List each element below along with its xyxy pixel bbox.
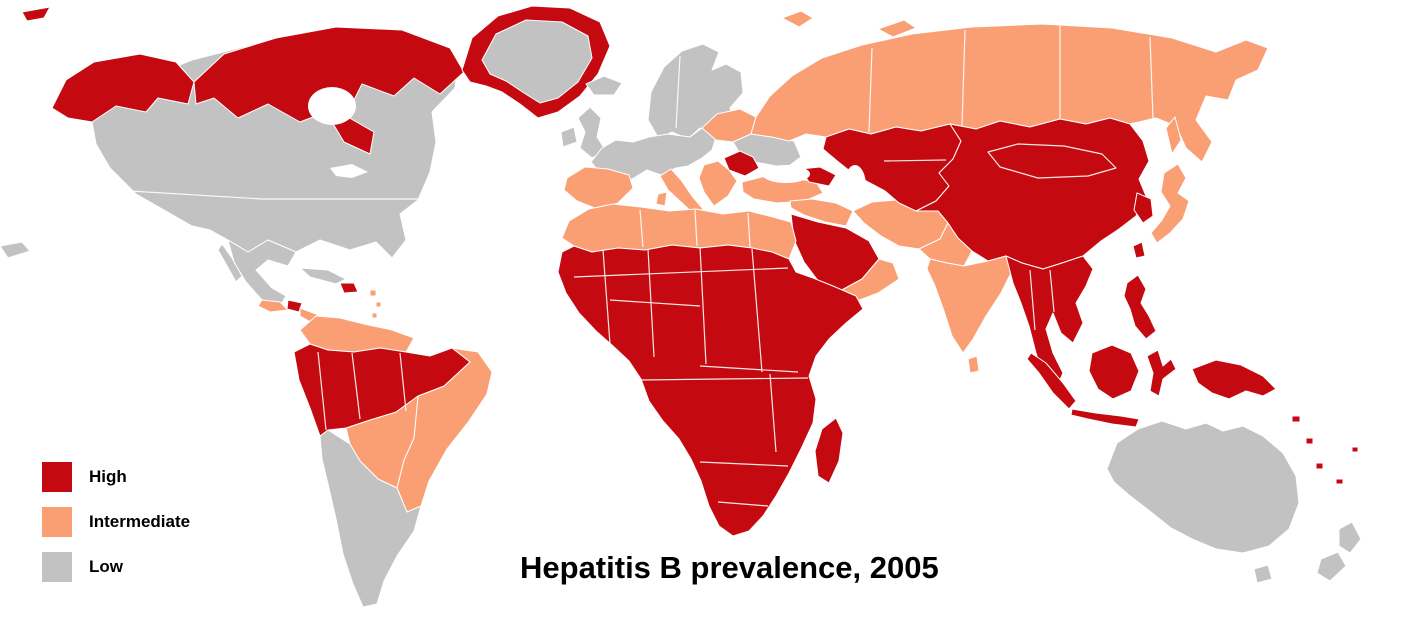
region-mexico	[217, 239, 297, 307]
region-pacific-islands	[1291, 415, 1359, 485]
legend-item-high: High	[42, 462, 190, 492]
legend-label-high: High	[89, 467, 127, 486]
region-guatemala	[257, 299, 289, 313]
region-sulawesi	[1146, 349, 1177, 397]
region-iceland	[585, 75, 623, 96]
region-tasmania	[1253, 564, 1273, 584]
region-borneo	[1088, 344, 1140, 400]
region-antilles	[369, 289, 382, 319]
region-southeast-asia	[1005, 255, 1094, 390]
region-cuba	[299, 267, 347, 285]
region-new-zealand	[1316, 521, 1362, 582]
region-hispaniola	[339, 282, 359, 294]
region-greenland-interior	[481, 19, 593, 104]
region-sub-saharan-africa	[557, 244, 864, 537]
region-romania	[723, 150, 760, 177]
country-borders	[129, 26, 1154, 507]
legend-swatch-high	[42, 462, 72, 492]
region-sakhalin	[1165, 116, 1182, 155]
region-philippines	[1123, 274, 1157, 340]
region-italy	[659, 168, 704, 216]
legend-swatch-low	[42, 552, 72, 582]
legend-item-intermediate: Intermediate	[42, 507, 190, 537]
region-bering-sliver	[0, 241, 31, 259]
region-southern-cone	[319, 429, 422, 608]
region-taiwan	[1132, 241, 1146, 259]
region-sardinia	[655, 191, 668, 207]
region-balkans	[698, 160, 738, 207]
region-arctic-sliver	[21, 6, 51, 22]
region-honduras	[286, 299, 303, 313]
region-iberia	[563, 166, 634, 210]
region-madagascar	[814, 417, 844, 484]
region-india	[926, 255, 1012, 354]
region-sumatra	[1026, 352, 1077, 410]
region-java	[1070, 408, 1140, 428]
region-korea	[1133, 192, 1154, 224]
region-ireland	[560, 126, 578, 148]
caspian-sea	[844, 165, 866, 207]
region-new-guinea	[1191, 359, 1277, 400]
region-sri-lanka	[967, 355, 980, 374]
great-lakes	[330, 164, 368, 178]
legend-item-low: Low	[42, 552, 190, 582]
legend-label-low: Low	[89, 557, 123, 576]
region-svalbard	[781, 10, 814, 28]
legend-swatch-intermediate	[42, 507, 72, 537]
region-novaya-zemlya	[877, 19, 917, 38]
map-title: Hepatitis B prevalence, 2005	[520, 550, 939, 585]
black-sea	[762, 165, 810, 183]
legend: High Intermediate Low	[42, 462, 190, 582]
region-australia	[1106, 420, 1300, 554]
region-west-europe	[590, 127, 721, 187]
region-levant-iraq	[789, 198, 854, 227]
region-alaska	[51, 53, 195, 123]
region-japan	[1150, 163, 1190, 244]
hudson-bay	[308, 87, 356, 125]
region-amazon-peru	[293, 343, 471, 437]
legend-label-intermediate: Intermediate	[89, 512, 191, 531]
